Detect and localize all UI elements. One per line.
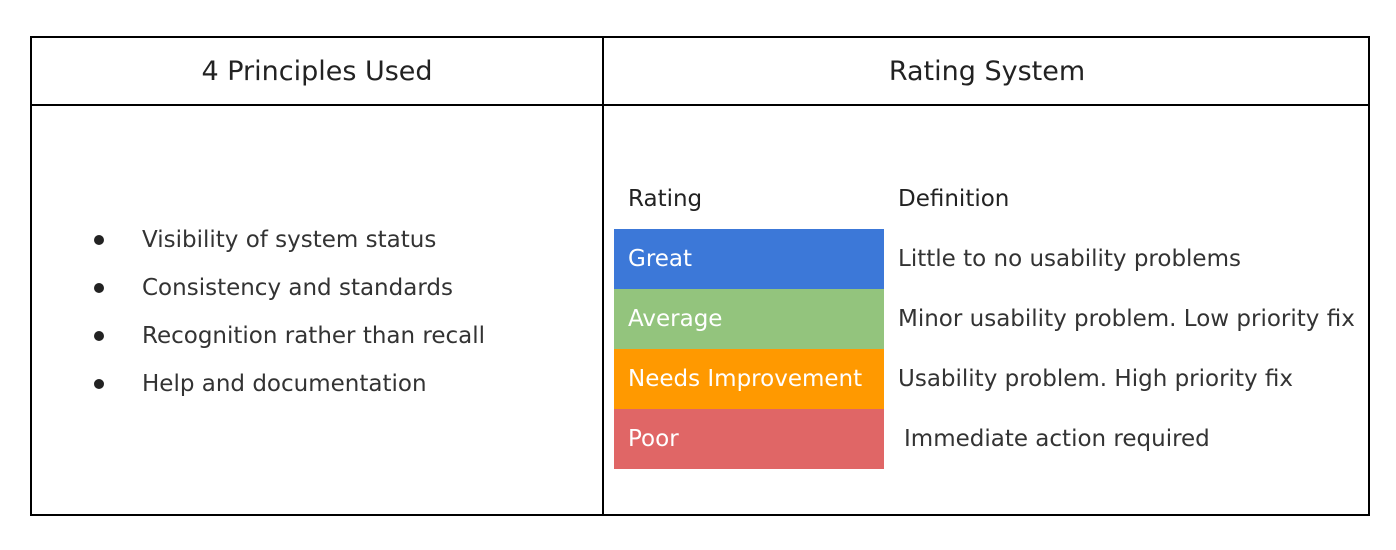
principles-list: Visibility of system status Consistency … [32,216,602,408]
rating-rows: Great Little to no usability problems Av… [614,229,1374,469]
table-row: Poor Immediate action required [614,409,1374,469]
principle-text: Recognition rather than recall [142,323,486,349]
rating-badge-needs-improvement: Needs Improvement [614,349,884,409]
bullet-icon [94,331,104,341]
definition-column-header: Definition [898,186,1010,212]
rating-column-header: Rating [628,186,703,212]
bullet-icon [94,283,104,293]
table-row: Average Minor usability problem. Low pri… [614,289,1374,349]
header-rating-system: Rating System [888,55,1086,87]
table-row: Great Little to no usability problems [614,229,1374,289]
list-item: Visibility of system status [32,216,602,264]
list-item: Recognition rather than recall [32,312,602,360]
list-item: Consistency and standards [32,264,602,312]
rating-definition: Little to no usability problems [898,246,1241,272]
rating-badge-great: Great [614,229,884,289]
bullet-icon [94,379,104,389]
column-divider [602,38,604,514]
bullet-icon [94,235,104,245]
principles-rating-table: 4 Principles Used Rating System Visibili… [30,36,1370,516]
table-row: Needs Improvement Usability problem. Hig… [614,349,1374,409]
rating-definition: Immediate action required [904,426,1210,452]
rating-definition: Minor usability problem. Low priority fi… [898,306,1355,332]
rating-definition: Usability problem. High priority fix [898,366,1293,392]
header-principles: 4 Principles Used [201,55,433,87]
rating-badge-average: Average [614,289,884,349]
header-divider [32,104,1368,106]
principle-text: Help and documentation [142,371,427,397]
principle-text: Consistency and standards [142,275,453,301]
rating-badge-poor: Poor [614,409,884,469]
principle-text: Visibility of system status [142,227,437,253]
list-item: Help and documentation [32,360,602,408]
